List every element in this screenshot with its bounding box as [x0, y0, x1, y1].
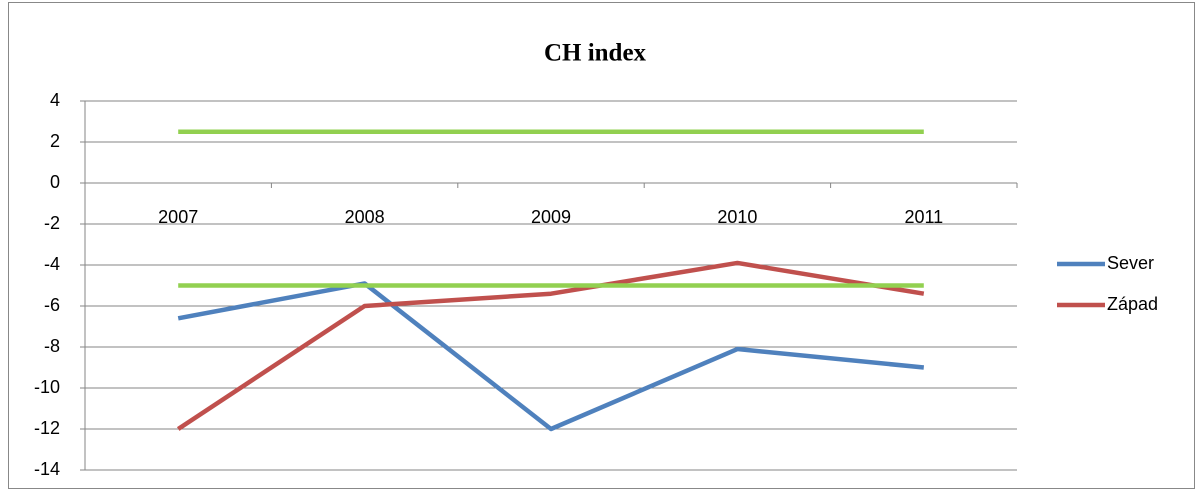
series-line: [177, 281, 925, 432]
y-tick-label: -12: [34, 418, 60, 438]
chart-border: [8, 2, 1195, 489]
x-tick-label: 2011: [904, 207, 943, 227]
legend-label: Sever: [1107, 253, 1154, 273]
y-tick-label: -8: [44, 336, 60, 356]
y-tick-label: -2: [44, 213, 60, 233]
y-tick-label: -10: [34, 377, 60, 397]
y-tick-label: 0: [50, 172, 60, 192]
x-tick-label: 2008: [345, 207, 385, 227]
y-tick-label: 2: [50, 131, 60, 151]
y-tick-label: -4: [44, 254, 60, 274]
y-tick-label: 4: [50, 90, 60, 110]
chart-title: CH index: [544, 40, 647, 67]
x-tick-label: 2010: [717, 207, 757, 227]
x-tick-label: 2007: [158, 207, 198, 227]
y-tick-label: -6: [44, 295, 60, 315]
y-tick-label: -14: [34, 459, 60, 479]
legend-label: Západ: [1107, 294, 1158, 314]
x-tick-label: 2009: [531, 207, 571, 227]
series-line: [176, 260, 925, 431]
